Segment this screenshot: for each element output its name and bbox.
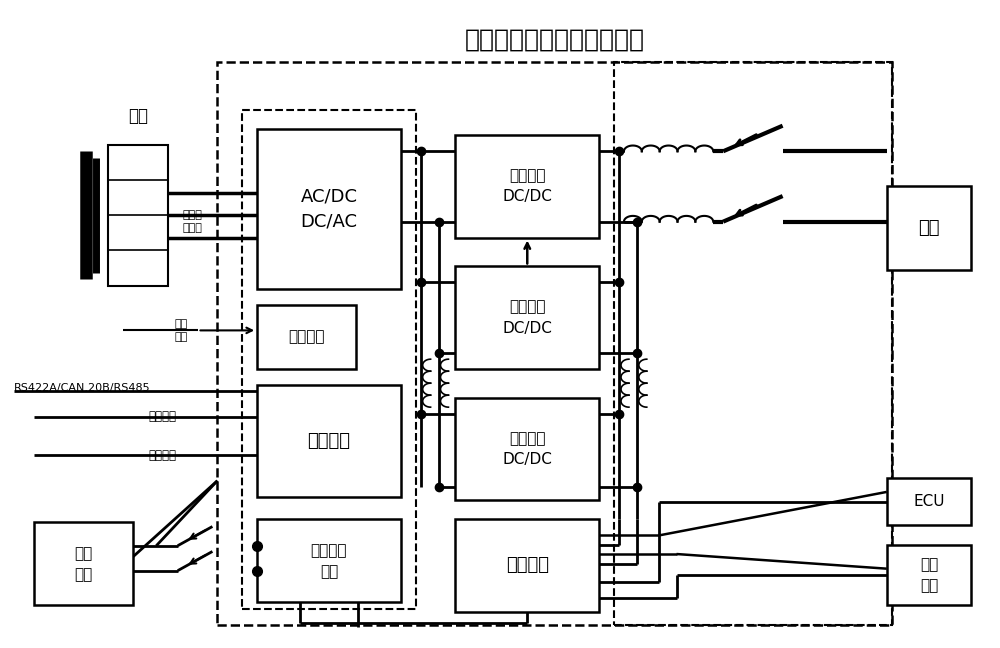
Text: 负载: 负载: [918, 219, 940, 237]
Bar: [455, 398, 599, 500]
Text: 起动控制
模块: 起动控制 模块: [311, 542, 347, 579]
Text: 电源模块: 电源模块: [288, 329, 325, 344]
Text: 发电模块
DC/DC: 发电模块 DC/DC: [502, 299, 552, 336]
Bar: [455, 266, 599, 369]
Bar: [242, 110, 416, 608]
Text: ECU: ECU: [913, 494, 945, 509]
Text: 发电模块
DC/DC: 发电模块 DC/DC: [502, 431, 552, 467]
Text: 接口模块: 接口模块: [307, 432, 350, 450]
Text: RS422A/CAN.20B/RS485: RS422A/CAN.20B/RS485: [14, 383, 151, 393]
Text: 模块化起发一体控制器原理: 模块化起发一体控制器原理: [465, 27, 645, 51]
Bar: [34, 522, 133, 605]
Text: 电机位
置信号: 电机位 置信号: [183, 211, 203, 233]
Text: 电机: 电机: [128, 107, 148, 125]
Text: 功能模块: 功能模块: [506, 557, 549, 575]
Bar: [257, 519, 401, 602]
Bar: [887, 545, 971, 605]
Bar: [455, 519, 599, 612]
Text: 输入接口: 输入接口: [149, 410, 177, 423]
Text: 输出接口: 输出接口: [149, 448, 177, 461]
Text: 发电模块
DC/DC: 发电模块 DC/DC: [502, 168, 552, 205]
Bar: [108, 145, 168, 286]
Text: 起动
电池: 起动 电池: [74, 546, 93, 582]
Bar: [257, 305, 356, 369]
Text: 温度
信号: 温度 信号: [174, 319, 188, 341]
Bar: [887, 478, 971, 526]
Bar: [455, 135, 599, 238]
Bar: [257, 129, 401, 289]
Bar: [887, 187, 971, 270]
Bar: [217, 62, 892, 625]
Bar: [257, 385, 401, 497]
Bar: [614, 62, 892, 625]
Text: AC/DC
DC/AC: AC/DC DC/AC: [300, 187, 357, 230]
Text: 备用
电池: 备用 电池: [920, 557, 938, 593]
